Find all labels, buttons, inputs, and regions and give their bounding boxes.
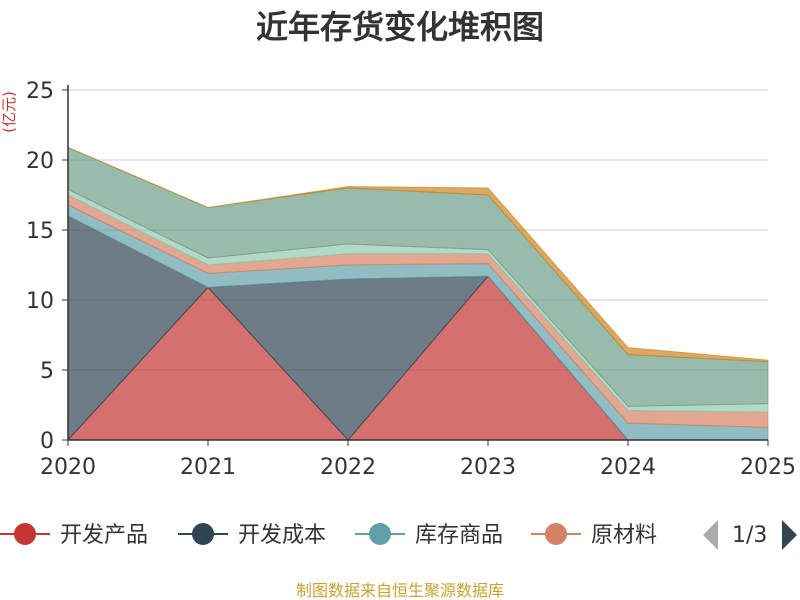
legend-label: 库存商品 [415, 523, 503, 548]
legend-marker-icon [369, 523, 391, 545]
y-tick-label: 0 [40, 429, 54, 454]
y-tick-label: 20 [26, 149, 54, 174]
legend-prev-page-icon[interactable] [703, 520, 718, 550]
x-tick-label: 2022 [320, 455, 376, 480]
area-series-group [66, 146, 769, 442]
legend-marker-icon [545, 523, 567, 545]
y-tick-label: 5 [40, 359, 54, 384]
legend-label: 原材料 [591, 523, 657, 548]
legend-item[interactable]: 库存商品 [355, 523, 503, 548]
legend-item[interactable]: 原材料 [531, 523, 657, 548]
legend-item[interactable]: 开发产品 [0, 523, 148, 548]
x-tick-label: 2021 [180, 455, 236, 480]
x-tick-label: 2024 [600, 455, 656, 480]
data-source-note: 制图数据来自恒生聚源数据库 [296, 581, 504, 600]
legend-marker-icon [14, 523, 36, 545]
legend-label: 开发成本 [238, 523, 326, 548]
legend-label: 开发产品 [60, 523, 148, 548]
legend-page-indicator: 1/3 [732, 523, 767, 548]
legend-marker-icon [192, 523, 214, 545]
legend-item[interactable]: 开发成本 [178, 523, 326, 548]
y-tick-label: 25 [26, 79, 54, 104]
legend: 开发产品 开发成本 库存商品 原材料 1/3 [0, 520, 797, 550]
x-tick-label: 2025 [740, 455, 796, 480]
legend-next-page-icon[interactable] [782, 520, 797, 550]
y-axis-unit-label: (亿元) [0, 91, 18, 133]
x-tick-label: 2023 [460, 455, 516, 480]
area-series-6 [67, 146, 769, 363]
y-tick-label: 15 [26, 219, 54, 244]
chart-title: 近年存货变化堆积图 [256, 8, 544, 46]
x-tick-label: 2020 [40, 455, 96, 480]
y-tick-label: 10 [26, 289, 54, 314]
